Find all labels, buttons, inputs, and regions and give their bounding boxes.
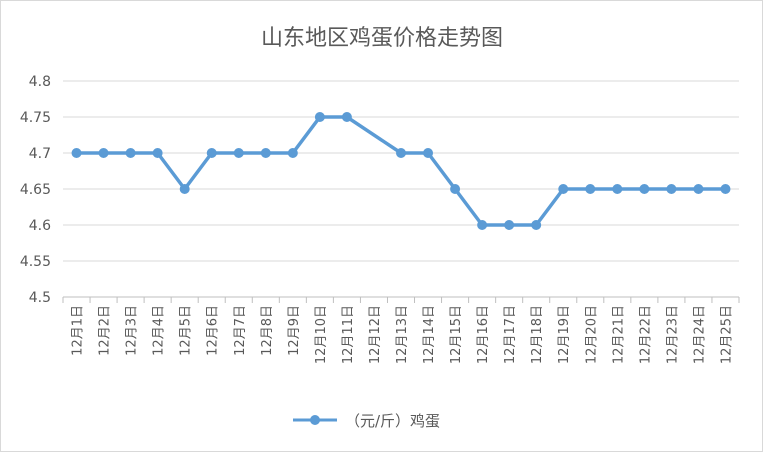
data-point (260, 148, 271, 158)
x-tick-label: 12月19日 (557, 305, 572, 364)
x-tick-label: 12月1日 (71, 305, 86, 356)
x-tick-label: 12月21日 (611, 305, 626, 364)
x-tick-label: 12月15日 (449, 305, 464, 364)
data-point (98, 148, 109, 158)
data-point (720, 184, 731, 194)
data-point (152, 148, 163, 158)
data-point (693, 184, 704, 194)
data-point (396, 148, 406, 158)
data-point (179, 184, 190, 194)
x-tick-label: 12月9日 (287, 305, 302, 356)
data-point (206, 148, 217, 158)
series-layer (71, 112, 731, 230)
x-tick-label: 12月6日 (206, 305, 221, 356)
x-tick-label: 12月5日 (179, 305, 194, 356)
x-tick-label: 12月3日 (125, 305, 140, 356)
data-point (504, 220, 515, 230)
x-tick-label: 12月14日 (422, 305, 437, 364)
data-point (612, 184, 623, 194)
data-point (639, 184, 650, 194)
x-tick-label: 12月13日 (395, 305, 410, 364)
data-point (450, 184, 461, 194)
data-point (314, 112, 325, 122)
data-point (287, 148, 298, 158)
data-point (666, 184, 677, 194)
x-tick-label: 12月23日 (665, 305, 680, 364)
x-tick-label: 12月18日 (530, 305, 545, 364)
y-tick-label: 4.75 (20, 110, 51, 126)
x-tick-label: 12月20日 (584, 305, 599, 364)
y-tick-label: 4.55 (20, 254, 51, 270)
y-tick-label: 4.8 (29, 74, 51, 90)
x-tick-label: 12月2日 (98, 305, 113, 356)
data-point (341, 112, 352, 122)
data-point (233, 148, 244, 158)
legend: （元/斤）鸡蛋 (293, 412, 440, 430)
x-tick-label: 12月4日 (152, 305, 167, 356)
y-tick-label: 4.5 (29, 290, 51, 306)
x-tick-label: 12月16日 (476, 305, 491, 364)
data-point (585, 184, 596, 194)
legend-label: （元/斤）鸡蛋 (345, 412, 440, 430)
x-tick-label: 12月24日 (692, 305, 707, 364)
x-tick-label: 12月12日 (368, 305, 383, 364)
x-tick-label: 12月22日 (638, 305, 653, 364)
data-point (423, 148, 434, 158)
x-tick-label: 12月11日 (341, 305, 356, 364)
data-point (71, 148, 82, 158)
x-axis: 12月1日 12月2日 12月3日 12月4日 12月5日 12月6日 12月7日 12月8日… (62, 296, 740, 364)
x-tick-label: 12月7日 (233, 305, 248, 356)
data-point (477, 220, 488, 230)
y-tick-label: 4.65 (20, 182, 51, 198)
y-axis-ticks: 4.5 4.55 4.6 4.65 4.7 4.75 4.8 (20, 74, 51, 306)
chart-title: 山东地区鸡蛋价格走势图 (261, 26, 503, 51)
data-point (558, 184, 569, 194)
data-point (125, 148, 136, 158)
x-tick-label: 12月25日 (719, 305, 734, 364)
x-tick-label: 12月10日 (314, 305, 329, 364)
legend-marker-swatch (310, 415, 320, 425)
data-point (531, 220, 542, 230)
y-tick-label: 4.7 (29, 146, 51, 162)
y-tick-label: 4.6 (29, 218, 51, 234)
x-tick-label: 12月8日 (260, 305, 275, 356)
x-tick-label: 12月17日 (503, 305, 518, 364)
series-line (76, 115, 726, 227)
